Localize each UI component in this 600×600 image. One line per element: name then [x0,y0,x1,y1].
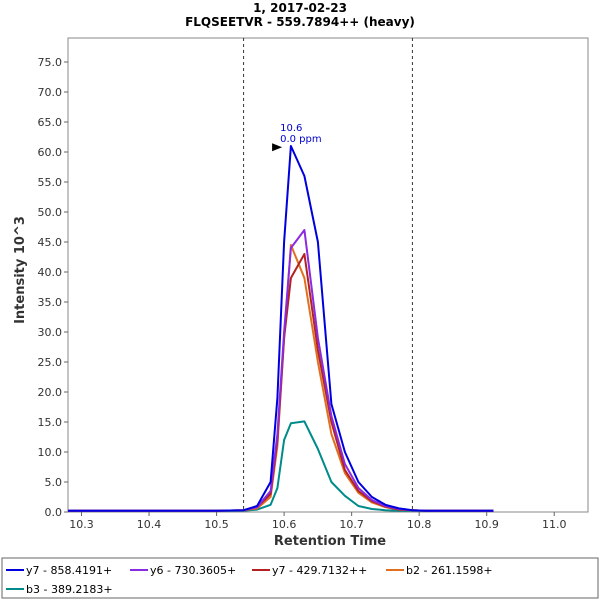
x-tick-label: 10.5 [204,518,229,531]
y-tick-label: 75.0 [38,56,63,69]
x-tick-label: 10.4 [137,518,162,531]
peak-retention-annotation: 10.6 [280,123,302,134]
y-tick-label: 60.0 [38,146,63,159]
legend-entry-label: b2 - 261.1598+ [406,564,493,577]
y-tick-label: 25.0 [38,356,63,369]
peak-ppm-annotation: 0.0 ppm [280,134,322,145]
x-tick-label: 10.9 [474,518,499,531]
y-tick-label: 0.0 [45,506,63,519]
chart-title: 1, 2017-02-23 [253,1,347,15]
y-tick-label: 10.0 [38,446,63,459]
y-tick-label: 50.0 [38,206,63,219]
y-tick-label: 15.0 [38,416,63,429]
series-line-y7-0 [68,145,494,512]
x-axis-label: Retention Time [274,534,386,549]
x-tick-label: 11.0 [542,518,567,531]
peak-apex-marker [272,143,283,152]
y-tick-label: 65.0 [38,116,63,129]
x-tick-label: 10.7 [339,518,364,531]
legend-entry-label: y6 - 730.3605+ [150,564,236,577]
legend-entry-label: y7 - 858.4191+ [26,564,112,577]
y-axis-label: Intensity 10^3 [13,216,28,324]
y-tick-label: 30.0 [38,326,63,339]
chart-subtitle: FLQSEETVR - 559.7894++ (heavy) [185,15,415,29]
y-tick-label: 40.0 [38,266,63,279]
y-tick-label: 45.0 [38,236,63,249]
x-tick-label: 10.8 [407,518,432,531]
x-tick-label: 10.6 [272,518,297,531]
y-tick-label: 5.0 [45,476,63,489]
legend-box [1,557,599,599]
legend-entry-label: y7 - 429.7132++ [272,564,367,577]
plot-area [67,37,589,513]
y-tick-label: 55.0 [38,176,63,189]
y-tick-label: 20.0 [38,386,63,399]
y-tick-label: 70.0 [38,86,63,99]
x-tick-label: 10.3 [69,518,94,531]
legend-entry-label: b3 - 389.2183+ [26,583,113,596]
y-tick-label: 35.0 [38,296,63,309]
